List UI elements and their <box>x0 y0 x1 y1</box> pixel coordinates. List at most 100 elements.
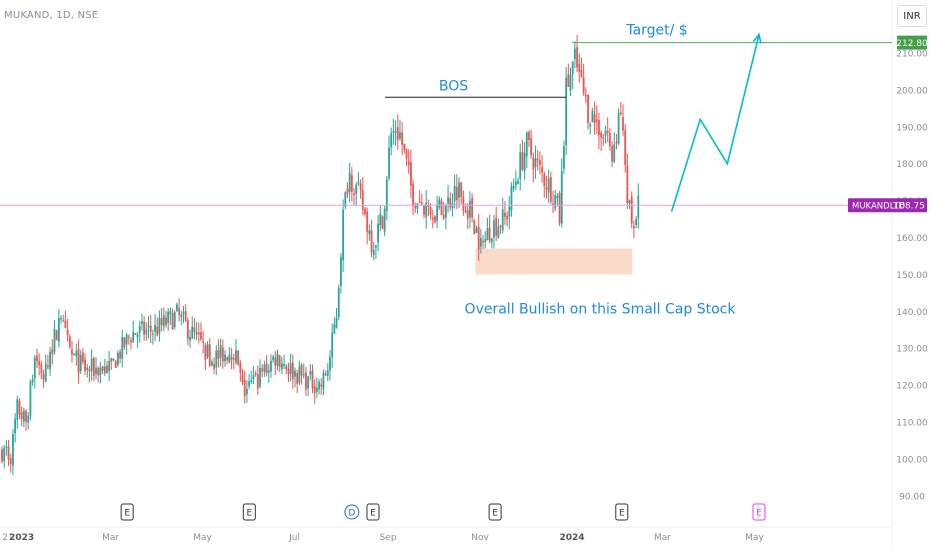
candle-body <box>180 314 183 318</box>
last-price-symbol: MUKANDLTD <box>852 202 905 212</box>
earnings-marker-label: E <box>756 509 762 519</box>
candle-body <box>475 228 478 233</box>
projection-arrowhead <box>752 32 762 44</box>
candle-body <box>624 130 627 166</box>
price-axis[interactable]: 90.00 100.00 110.00 120.00 130.00 140.00 150.0… <box>848 35 928 503</box>
candle-body <box>206 344 209 357</box>
candle-body <box>495 217 498 236</box>
candle-body <box>127 336 130 338</box>
candle-body <box>571 61 574 75</box>
candle-body <box>589 124 592 127</box>
candle-body <box>372 249 375 255</box>
candle-body <box>285 366 288 370</box>
candle-body <box>73 353 76 355</box>
candle-body <box>604 130 607 136</box>
candle-body <box>617 112 620 144</box>
candle-body <box>270 360 272 372</box>
earnings-marker-label: E <box>492 509 498 519</box>
candle-body <box>536 159 539 161</box>
candle-body <box>311 370 314 389</box>
candle-body <box>379 213 382 226</box>
candle-body <box>274 357 277 366</box>
candle-body <box>243 379 246 397</box>
candle-body <box>429 207 432 215</box>
candle-body <box>252 375 255 380</box>
candle-body <box>377 223 379 243</box>
candle-body <box>53 328 56 352</box>
candle-body <box>97 367 100 376</box>
candle-body <box>608 132 611 147</box>
candle-body <box>427 205 430 207</box>
time-tick-label: Mar <box>102 533 119 543</box>
candle-body <box>287 368 290 374</box>
candle-body <box>504 212 506 217</box>
candle-body <box>66 329 69 336</box>
candle-body <box>462 196 465 211</box>
candle-body <box>173 312 176 328</box>
price-tick-label: 140.00 <box>896 308 928 318</box>
candle-body <box>554 195 557 209</box>
candle-body <box>136 334 139 338</box>
time-tick-label: Mar <box>654 533 671 543</box>
candle-body <box>622 116 624 131</box>
candle-body <box>488 227 491 241</box>
candle-body <box>125 334 128 345</box>
candle-body <box>565 77 568 146</box>
candle-body <box>359 183 362 190</box>
candle-body <box>147 325 150 328</box>
candle-body <box>68 336 71 347</box>
candle-body <box>337 287 340 317</box>
candle-body <box>3 447 6 462</box>
candle-body <box>226 357 229 361</box>
candle-body <box>22 410 25 422</box>
candle-body <box>280 363 283 370</box>
candle-body <box>250 380 253 383</box>
candle-body <box>57 317 60 342</box>
candle-body <box>134 333 137 335</box>
price-tick-label: 90.00 <box>899 492 925 502</box>
candle-body <box>245 388 248 395</box>
candle-body <box>5 446 8 448</box>
candle-body <box>7 446 10 460</box>
candle-body <box>399 132 401 139</box>
candle-body <box>375 245 377 248</box>
candle-body <box>403 143 406 150</box>
candle-body <box>156 326 159 336</box>
target-text: Target/ $ <box>625 23 687 39</box>
candle-body <box>348 172 351 192</box>
candle-body <box>416 203 419 209</box>
candle-body <box>305 372 307 390</box>
candle-body <box>506 215 509 220</box>
currency-button[interactable]: INR <box>897 5 927 27</box>
candle-body <box>108 360 111 372</box>
candle-body <box>383 208 386 232</box>
candle-body <box>228 354 231 363</box>
candle-body <box>591 110 594 122</box>
earnings-marker <box>615 503 629 521</box>
candle-body <box>361 189 364 210</box>
candle-body <box>444 205 447 218</box>
candle-body <box>248 381 250 387</box>
candle-body <box>178 307 181 315</box>
candle-body <box>545 187 548 190</box>
candle-body <box>401 132 404 145</box>
candle-body <box>276 353 279 367</box>
candle-body <box>202 341 205 343</box>
candle-body <box>191 326 194 339</box>
candle-body <box>449 198 452 208</box>
candle-body <box>197 332 200 335</box>
bos-label: BOS <box>439 78 468 94</box>
candle-body <box>517 180 519 184</box>
price-tick-label: 130.00 <box>896 345 928 355</box>
candle-body <box>451 203 454 209</box>
candle-body <box>38 360 41 366</box>
candle-body <box>324 373 327 376</box>
candle-body <box>123 337 126 348</box>
candle-body <box>256 374 259 389</box>
candle-body <box>600 132 603 138</box>
candle-body <box>497 226 500 238</box>
candle-body <box>578 63 581 72</box>
candle-body <box>438 199 441 208</box>
